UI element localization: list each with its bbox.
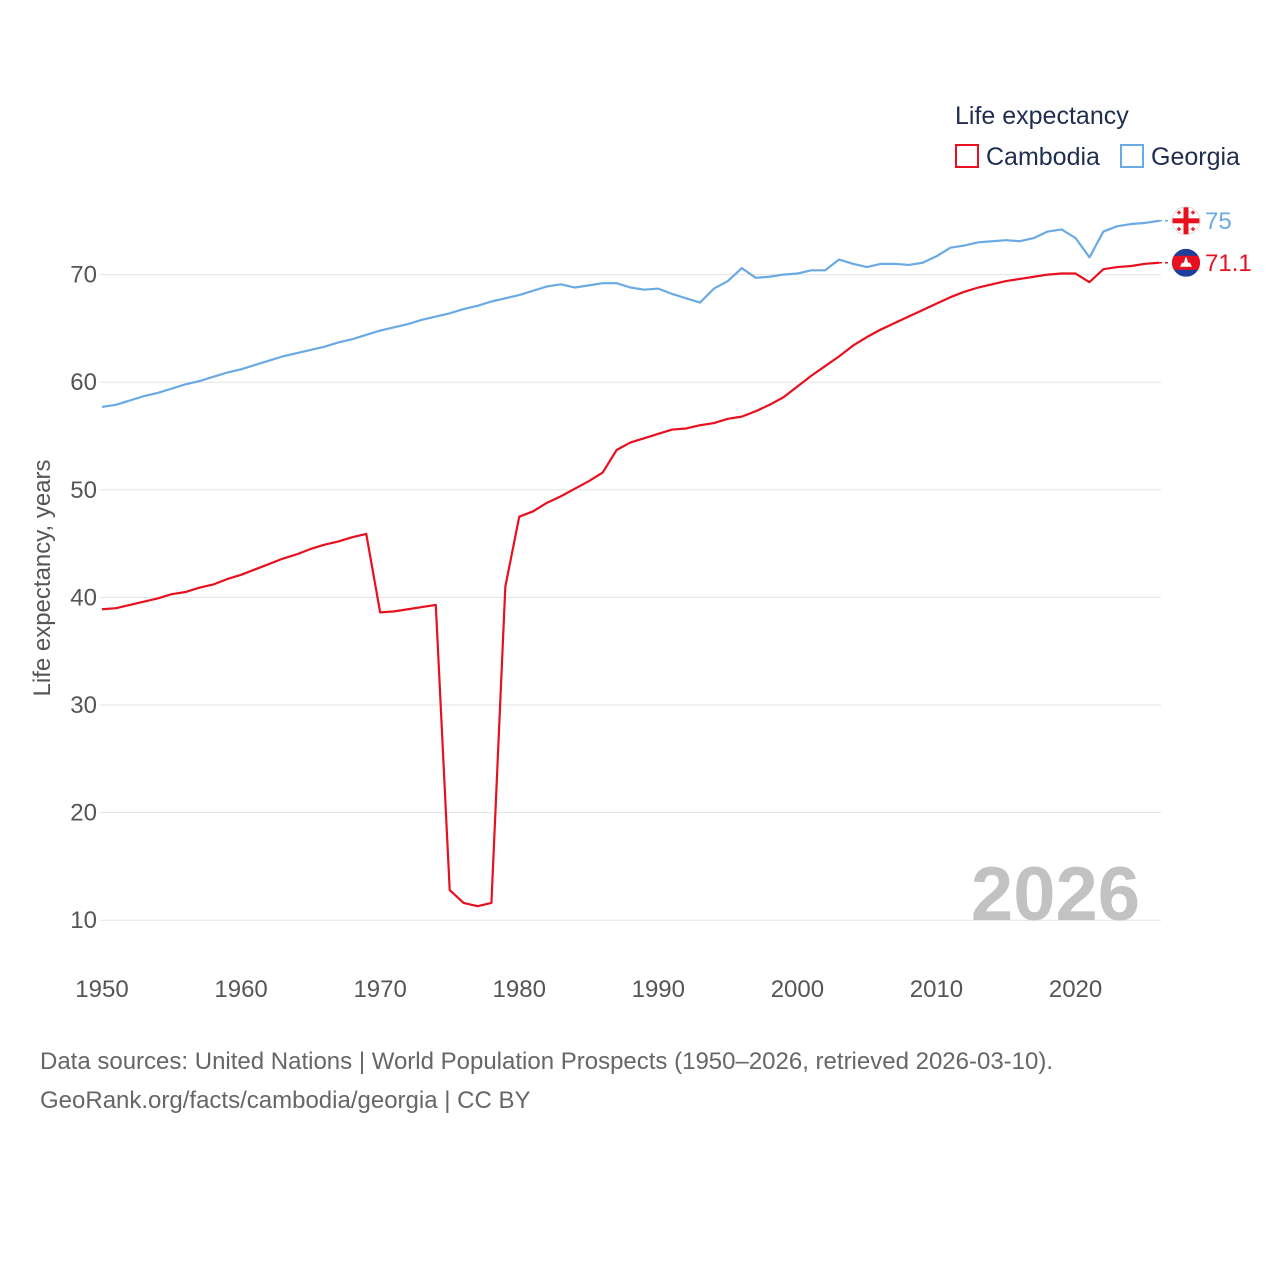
legend-label-cambodia: Cambodia — [986, 143, 1100, 171]
y-tick-label: 50 — [70, 477, 97, 504]
y-tick-label: 60 — [70, 369, 97, 396]
y-tick-label: 10 — [70, 907, 97, 934]
end-label-georgia: 75 — [1205, 208, 1232, 235]
grid-lines — [100, 274, 1161, 921]
series-lines — [101, 219, 1170, 908]
legend: Life expectancy Cambodia Georgia — [955, 102, 1240, 171]
georgia-flag-icon — [1171, 206, 1201, 236]
legend-title: Life expectancy — [955, 102, 1129, 130]
end-label-cambodia: 71.1 — [1205, 250, 1252, 277]
x-tick-label: 1980 — [493, 976, 546, 1003]
legend-label-georgia: Georgia — [1151, 143, 1240, 171]
x-tick-label: 1990 — [632, 976, 685, 1003]
credit-link[interactable]: GeoRank.org/facts/cambodia/georgia | CC … — [40, 1087, 531, 1114]
legend-item-georgia[interactable]: Georgia — [1120, 143, 1240, 171]
y-axis-title: Life expectancy, years — [29, 459, 56, 696]
data-sources: Data sources: United Nations | World Pop… — [40, 1048, 1054, 1075]
legend-item-cambodia[interactable]: Cambodia — [955, 143, 1100, 171]
x-tick-label: 2010 — [910, 976, 963, 1003]
life-expectancy-chart: 10 20 30 40 50 60 70 1950 1960 1970 1980 1990 2000 2… — [29, 102, 1252, 1003]
series-line-georgia — [101, 219, 1160, 409]
x-tick-label: 1950 — [75, 976, 128, 1003]
x-tick-label: 1960 — [214, 976, 267, 1003]
y-tick-label: 30 — [70, 692, 97, 719]
legend-swatch-cambodia — [955, 144, 979, 168]
x-tick-label: 2000 — [771, 976, 824, 1003]
x-tick-label: 1970 — [353, 976, 406, 1003]
cambodia-flag-icon — [1172, 248, 1200, 277]
series-line-cambodia — [101, 261, 1160, 908]
y-axis-ticks: 10 20 30 40 50 60 70 — [70, 262, 97, 935]
x-tick-label: 2020 — [1049, 976, 1102, 1003]
x-axis-ticks: 1950 1960 1970 1980 1990 2000 2010 2020 — [75, 976, 1102, 1003]
y-tick-label: 70 — [70, 262, 97, 289]
legend-swatch-georgia — [1120, 144, 1144, 168]
footer: Data sources: United Nations | World Pop… — [40, 1042, 1053, 1120]
y-tick-label: 20 — [70, 800, 97, 827]
year-watermark: 2026 — [971, 852, 1140, 937]
y-tick-label: 40 — [70, 584, 97, 611]
